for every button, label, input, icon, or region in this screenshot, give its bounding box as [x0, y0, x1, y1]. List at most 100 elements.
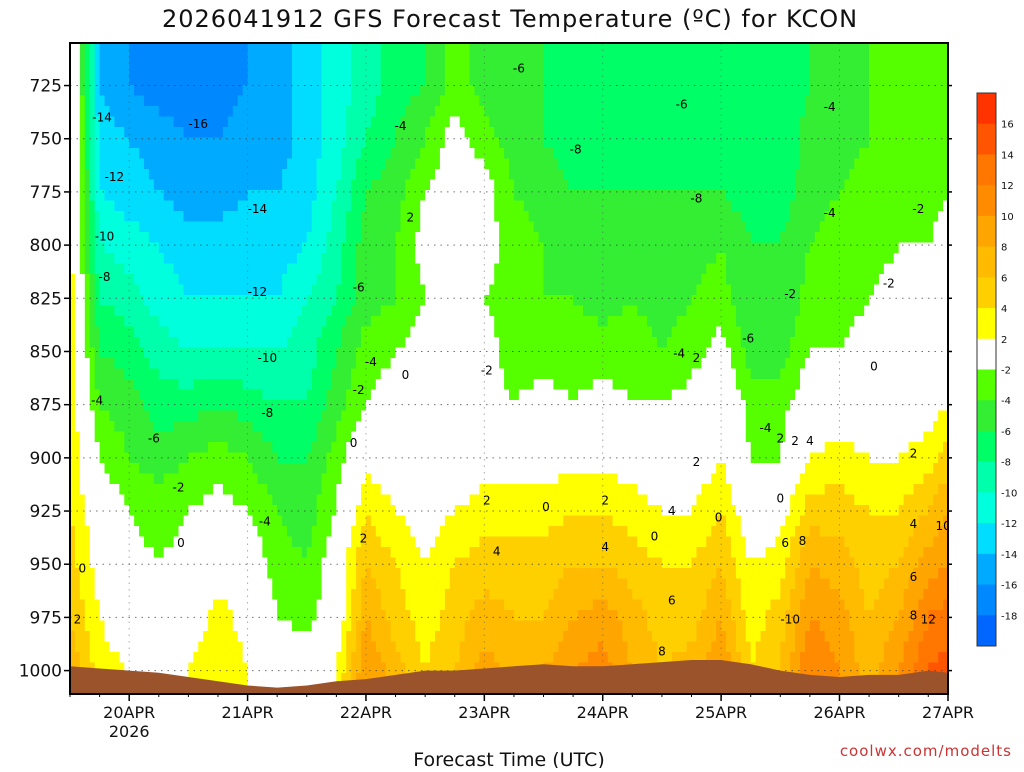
colorbar: 16 14 12 10 8 6 4 2 -2 -4 -6 -8 -10 -12 -14 -16 -18 [976, 92, 1017, 647]
heat-cell [908, 578, 929, 590]
heat-cell [282, 179, 318, 191]
heat-cell [74, 526, 91, 538]
heat-cell [721, 568, 737, 580]
heat-cell [346, 547, 357, 559]
heat-cell [469, 494, 648, 506]
heat-cell [158, 368, 313, 380]
heat-cell [321, 568, 347, 580]
heat-cell [804, 263, 885, 275]
heat-cell [869, 452, 900, 464]
heat-cell [70, 347, 76, 359]
heat-cell [415, 536, 436, 548]
heat-cell [804, 463, 934, 475]
heat-cell [908, 536, 934, 548]
heat-cell [903, 589, 924, 601]
heat-cell [405, 179, 431, 191]
heat-cell [489, 284, 545, 296]
heat-cell [99, 169, 150, 181]
heat-cell [287, 158, 318, 170]
heat-cell [351, 43, 382, 55]
heat-cell [74, 295, 86, 307]
heat-cell [903, 547, 924, 559]
heat-cell [780, 368, 801, 380]
heat-cell [785, 631, 796, 643]
heat-cell [509, 169, 564, 181]
credit-link[interactable]: coolwx.com/modelts [840, 742, 1012, 760]
heat-cell [70, 295, 76, 307]
heat-cell [750, 652, 757, 664]
heat-cell [365, 190, 407, 202]
contour-label: -4 [760, 421, 772, 435]
heat-cell [316, 190, 337, 202]
heat-cell [533, 379, 554, 391]
heat-cell [558, 641, 599, 653]
heat-cell [143, 536, 175, 548]
heat-cell [282, 274, 318, 286]
heat-cell [430, 547, 471, 559]
heat-cell [351, 85, 382, 97]
heat-cell [124, 494, 204, 506]
heat-cell [637, 536, 707, 548]
heat-cell [809, 620, 821, 632]
heat-cell [70, 106, 81, 118]
heat-cell [804, 253, 895, 265]
heat-cell [134, 379, 180, 391]
heat-cell [750, 641, 757, 653]
heat-cell [938, 484, 948, 496]
heat-cell [311, 284, 337, 296]
heat-cell [499, 347, 707, 359]
heat-cell [119, 484, 214, 496]
heat-cell [84, 494, 125, 506]
heat-cell [351, 673, 357, 685]
heat-cell [153, 179, 283, 191]
heat-cell [94, 158, 101, 170]
heat-cell [854, 557, 900, 569]
terrain-area [70, 660, 948, 694]
contour-label: -8 [99, 270, 111, 284]
colorbar-segment [977, 246, 996, 278]
heat-cell [94, 200, 115, 212]
heat-cell [114, 200, 175, 212]
heat-cell [415, 316, 495, 328]
heat-cell [676, 316, 737, 328]
heat-cell [898, 505, 929, 517]
heat-cell [336, 673, 342, 685]
heat-cell [74, 557, 91, 569]
heat-cell [607, 316, 648, 328]
heat-cell [79, 85, 86, 97]
heat-cell [213, 484, 224, 496]
heat-cell [410, 169, 436, 181]
heat-cell [336, 421, 357, 433]
heat-cell [361, 148, 392, 160]
heat-cell [188, 673, 249, 685]
heat-cell [790, 200, 831, 212]
heat-cell [938, 652, 948, 664]
heat-cell [208, 610, 234, 622]
heat-cell [444, 589, 485, 601]
heat-cell [888, 568, 915, 580]
heat-cell [740, 515, 786, 527]
heat-cell [735, 368, 752, 380]
heat-cell [168, 326, 293, 338]
heat-cell [79, 95, 86, 107]
heat-cell [578, 610, 619, 622]
contour-label: 2 [693, 351, 701, 365]
x-tick-label: 22APR [340, 703, 392, 722]
heat-cell [923, 631, 948, 643]
heat-cell [425, 43, 446, 55]
heat-cell [938, 452, 948, 464]
heat-cell [735, 305, 801, 317]
heat-cell [109, 641, 199, 653]
heat-cell [94, 410, 111, 422]
heat-cell [795, 179, 846, 191]
heat-cell [232, 106, 293, 118]
heat-cell [430, 641, 461, 653]
heat-cell [356, 620, 367, 632]
heat-cell [301, 242, 328, 254]
heat-cell [824, 631, 855, 643]
heat-cell [346, 442, 752, 454]
heat-cell [854, 158, 948, 170]
heat-cell [70, 221, 81, 233]
heat-cell [79, 148, 86, 160]
heat-cell [89, 137, 96, 149]
